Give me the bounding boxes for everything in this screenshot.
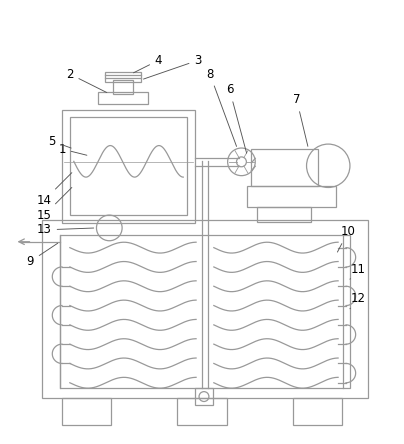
Bar	[42, 220, 368, 397]
Bar	[105, 72, 141, 82]
Bar	[113, 80, 133, 94]
Bar	[247, 186, 336, 207]
Text: 12: 12	[350, 293, 365, 309]
Text: 3: 3	[143, 54, 202, 79]
Text: 6: 6	[226, 83, 247, 153]
Bar	[195, 388, 213, 405]
Text: 10: 10	[337, 226, 356, 252]
Bar	[62, 110, 195, 223]
Text: 5: 5	[48, 135, 71, 148]
Bar	[257, 207, 311, 222]
Bar	[60, 235, 350, 388]
Text: 4: 4	[133, 54, 162, 73]
Text: 9: 9	[27, 243, 58, 268]
Bar	[177, 397, 227, 425]
Text: 1: 1	[58, 143, 87, 155]
Text: 8: 8	[206, 67, 237, 147]
Bar	[70, 118, 187, 215]
Bar	[251, 149, 318, 186]
Text: 13: 13	[37, 223, 94, 236]
Text: 7: 7	[293, 93, 308, 147]
Bar	[99, 92, 148, 103]
Text: 14: 14	[37, 173, 72, 207]
Bar	[293, 397, 342, 425]
Text: 11: 11	[350, 263, 365, 279]
Text: 2: 2	[66, 67, 107, 92]
Bar	[62, 397, 111, 425]
Text: 15: 15	[37, 187, 72, 222]
